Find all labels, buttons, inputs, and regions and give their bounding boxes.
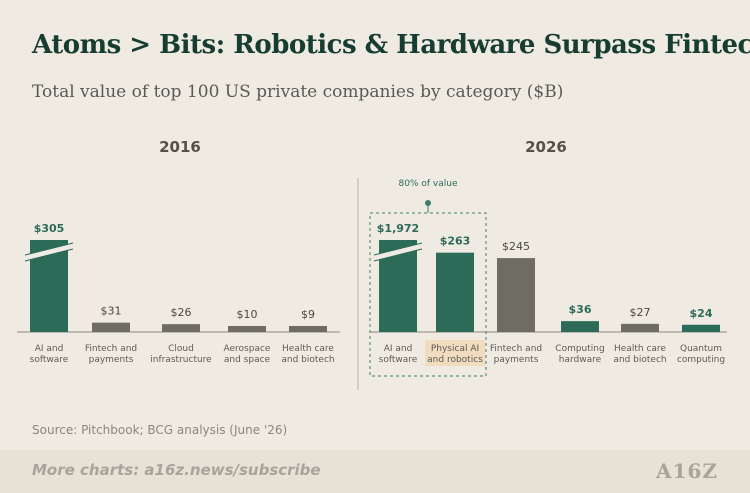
category-label-2016-2-0: Cloud bbox=[168, 344, 194, 354]
category-label-2016-1-0: Fintech and bbox=[85, 344, 137, 354]
category-label-2016-2-1: infrastructure bbox=[150, 355, 212, 365]
source-note: Source: Pitchbook; BCG analysis (June '2… bbox=[32, 423, 288, 437]
category-label-2016-3-1: and space bbox=[224, 355, 271, 365]
axis-break-line-a-2026 bbox=[373, 242, 423, 256]
bar-2016-3 bbox=[228, 326, 266, 332]
category-label-2026-3-0: Computing bbox=[555, 344, 604, 354]
value-label-2016-3: $10 bbox=[237, 308, 258, 321]
chart-subtitle: Total value of top 100 US private compan… bbox=[32, 82, 564, 102]
axis-break-line-a-2016 bbox=[24, 242, 74, 256]
value-label-2026-2: $245 bbox=[502, 240, 530, 253]
bar-2026-1 bbox=[436, 252, 474, 332]
category-label-2016-4-0: Health care bbox=[282, 344, 334, 354]
value-label-2026-4: $27 bbox=[630, 306, 651, 319]
category-label-2026-5-0: Quantum bbox=[680, 344, 722, 354]
bar-2026-2 bbox=[497, 258, 535, 332]
value-label-2026-0: $1,972 bbox=[377, 222, 419, 235]
category-label-2026-0-0: AI and bbox=[384, 344, 413, 354]
value-label-2016-0: $305 bbox=[34, 222, 65, 235]
bar-2016-1 bbox=[92, 322, 130, 332]
annotation-dot bbox=[425, 200, 431, 206]
category-label-2016-4-1: and biotech bbox=[281, 355, 334, 365]
axis-break-line-b-2016 bbox=[24, 248, 74, 262]
value-label-2016-4: $9 bbox=[301, 308, 315, 321]
category-label-2026-1-1: and robotics bbox=[427, 355, 483, 365]
highlight-physical-ai bbox=[425, 340, 485, 366]
value-label-2016-2: $26 bbox=[171, 306, 192, 319]
category-label-2016-3-0: Aerospace bbox=[224, 344, 271, 354]
axis-break-2016 bbox=[24, 243, 74, 261]
panel-title-2026: 2026 bbox=[525, 138, 567, 156]
bar-2016-2 bbox=[162, 324, 200, 332]
value-label-2026-3: $36 bbox=[569, 303, 592, 316]
annotation-label: 80% of value bbox=[399, 179, 458, 189]
category-label-2016-0-0: AI and bbox=[35, 344, 64, 354]
value-label-2016-1: $31 bbox=[101, 305, 122, 318]
category-label-2016-0-1: software bbox=[30, 355, 69, 365]
bar-2026-5 bbox=[682, 324, 720, 332]
category-label-2026-4-0: Health care bbox=[614, 344, 666, 354]
bar-2016-4 bbox=[289, 326, 327, 332]
axis-break-line-b-2026 bbox=[373, 248, 423, 262]
axis-break-2026 bbox=[373, 243, 423, 261]
category-label-2026-2-1: payments bbox=[494, 355, 539, 365]
chart-title: Atoms > Bits: Robotics & Hardware Surpas… bbox=[32, 30, 750, 60]
category-label-2026-1-0: Physical AI bbox=[431, 344, 479, 354]
category-label-2026-0-1: software bbox=[379, 355, 418, 365]
category-label-2026-2-0: Fintech and bbox=[490, 344, 542, 354]
category-label-2026-3-1: hardware bbox=[559, 355, 602, 365]
footer-link[interactable]: More charts: a16z.news/subscribe bbox=[32, 461, 321, 479]
bar-2026-4 bbox=[621, 323, 659, 332]
category-label-2026-5-1: computing bbox=[677, 355, 725, 365]
category-label-2026-4-1: and biotech bbox=[613, 355, 666, 365]
a16z-logo: A16Z bbox=[656, 459, 718, 483]
footer-bar: More charts: a16z.news/subscribe A16Z bbox=[0, 450, 750, 493]
value-label-2026-1: $263 bbox=[440, 235, 471, 248]
bar-2026-3 bbox=[561, 321, 599, 332]
panel-title-2016: 2016 bbox=[159, 138, 201, 156]
value-label-2026-5: $24 bbox=[690, 307, 713, 320]
category-label-2016-1-1: payments bbox=[89, 355, 134, 365]
value-share-box bbox=[369, 212, 487, 377]
